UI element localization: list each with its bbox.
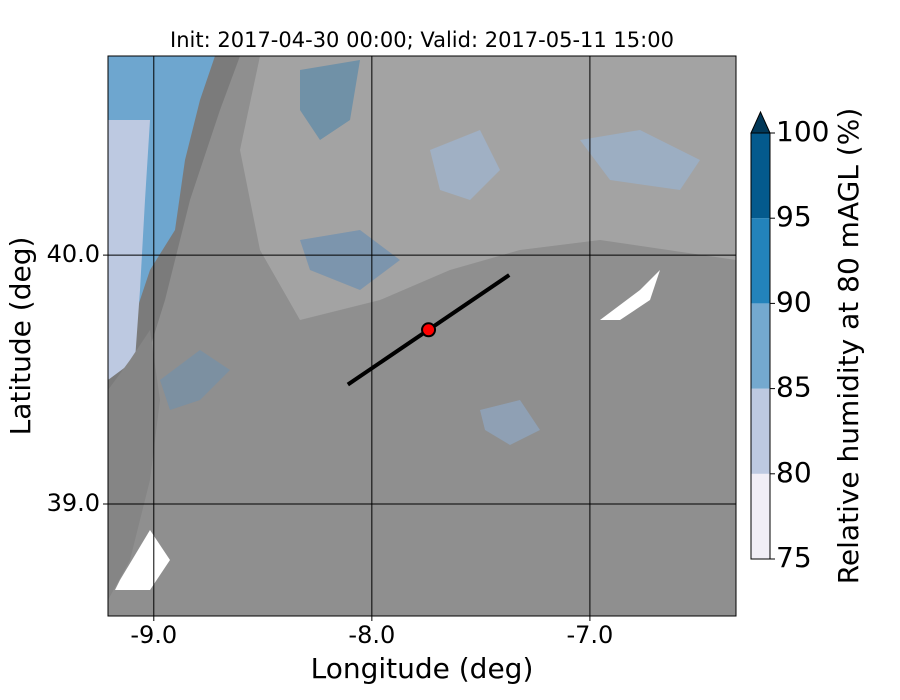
x-tick-label: -7.0 — [566, 621, 613, 649]
colorbar-segment — [751, 303, 770, 389]
humid-patch — [580, 130, 700, 190]
missing-data — [600, 270, 660, 320]
colorbar-tick-label: 95 — [776, 200, 812, 233]
colorbar-segment — [751, 218, 770, 304]
humid-patch — [300, 60, 360, 140]
x-tick-label: -9.0 — [130, 621, 177, 649]
humid-patch — [300, 230, 400, 290]
y-tick-label: 40.0 — [47, 240, 100, 268]
colorbar-tick-label: 90 — [776, 285, 812, 318]
colorbar-segment — [751, 473, 770, 559]
colorbar-extend — [750, 110, 771, 134]
x-axis-label: Longitude (deg) — [311, 652, 534, 685]
humid-patch — [160, 350, 230, 410]
site-point — [421, 322, 437, 338]
humid-patch — [480, 400, 540, 445]
x-tick-label: -8.0 — [348, 621, 395, 649]
coast-land — [108, 330, 160, 600]
sea-light — [108, 120, 150, 380]
colorbar-tick-label: 75 — [776, 541, 812, 574]
colorbar-segment — [751, 133, 770, 219]
chart-title: Init: 2017-04-30 00:00; Valid: 2017-05-1… — [170, 28, 674, 52]
colorbar-label: Relative humidity at 80 mAGL (%) — [832, 108, 865, 585]
colorbar-segment — [751, 388, 770, 474]
colorbar-tick-label: 100 — [776, 115, 829, 148]
plot-frame — [107, 55, 737, 617]
colorbar-tick-label: 85 — [776, 371, 812, 404]
missing-data — [115, 530, 170, 590]
y-tick-label: 39.0 — [47, 489, 100, 517]
colorbar-tick-label: 80 — [776, 456, 812, 489]
colorbar-frame — [750, 132, 771, 560]
y-axis-label: Latitude (deg) — [4, 237, 37, 436]
humid-patch — [430, 130, 500, 200]
map-field — [108, 56, 736, 616]
grid — [108, 56, 736, 616]
